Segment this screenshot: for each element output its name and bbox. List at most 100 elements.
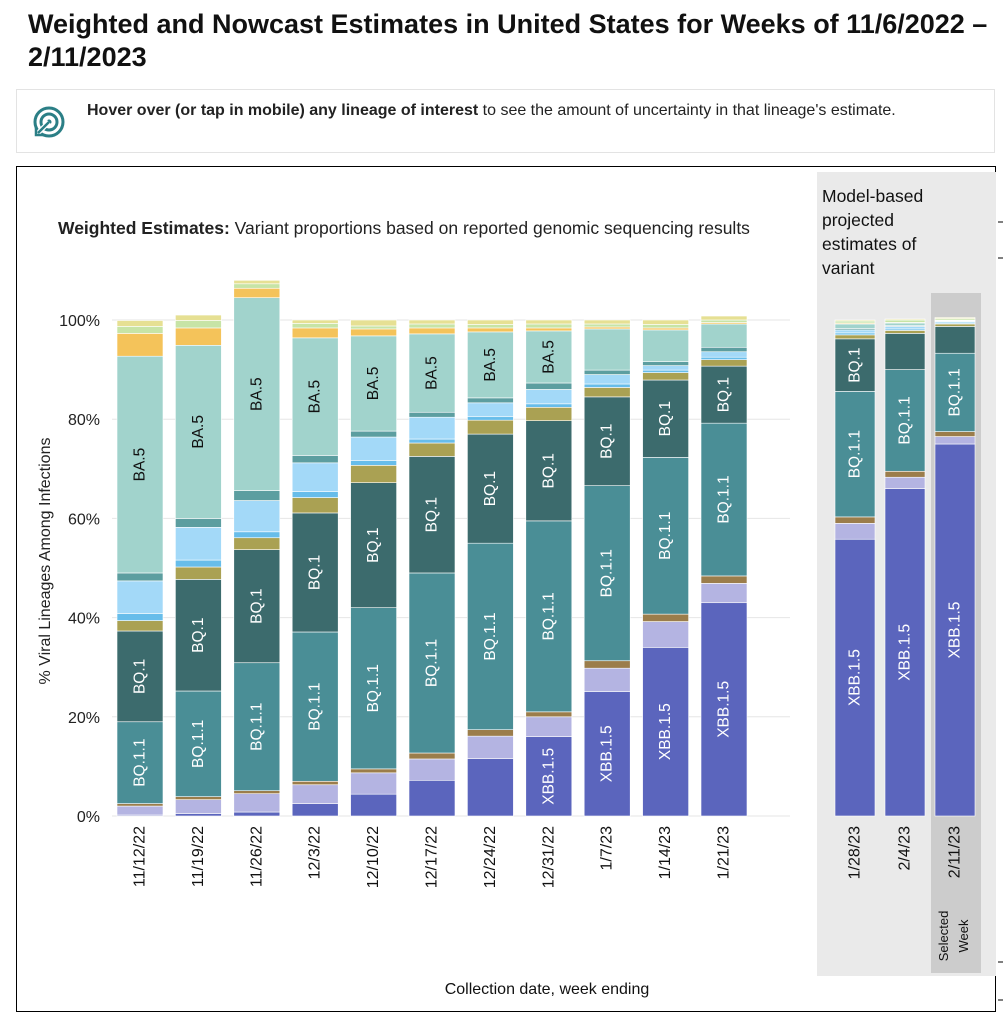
weighted-bar-11-19-22-ba-2-75-2[interactable] [175, 796, 222, 800]
weighted-bar-12-3-22-ch-1-1[interactable] [291, 323, 339, 329]
weighted-bar-12-17-22-bq-1-1[interactable] [408, 572, 456, 754]
weighted-bar-12-24-22-bq-1-1[interactable] [467, 542, 514, 730]
weighted-bar-12-17-22-ba-2-75[interactable] [408, 758, 456, 781]
weighted-bar-12-24-22-ba-2-75[interactable] [467, 735, 514, 759]
weighted-bar-1-7-23-ba-4-6[interactable] [583, 369, 631, 375]
weighted-bar-12-31-22-ba-5[interactable] [525, 330, 573, 384]
weighted-bar-1-14-23-bf-11[interactable] [642, 369, 689, 373]
weighted-bar-11-26-22-ba-4-6[interactable] [233, 490, 281, 501]
nowcast-bar-1-28-23-xbb-1-5[interactable] [834, 538, 876, 817]
nowcast-bar-2-11-23-bn-1[interactable] [934, 323, 976, 327]
weighted-bar-11-12-22-ba-4-6[interactable] [116, 572, 164, 582]
weighted-bar-12-10-22-ba-5[interactable] [350, 335, 397, 432]
nowcast-bar-1-28-23-bn-1[interactable] [834, 334, 876, 340]
weighted-bar-12-17-22-bq-1[interactable] [408, 456, 456, 574]
weighted-bar-12-24-22-ch-1-1[interactable] [467, 324, 514, 329]
weighted-bar-12-3-22-ba-5[interactable] [291, 337, 339, 456]
weighted-bar-1-7-23-ch-1-1[interactable] [583, 323, 631, 328]
weighted-bar-12-17-22-ba-2-75-2[interactable] [408, 752, 456, 760]
weighted-bar-11-19-22-ch-1-1[interactable] [175, 320, 222, 329]
weighted-bar-11-12-22-bf-11[interactable] [116, 613, 164, 621]
weighted-bar-12-10-22-bf-11[interactable] [350, 460, 397, 466]
nowcast-bar-1-28-23-ba-2-75-2[interactable] [834, 516, 876, 524]
nowcast-bar-1-28-23-ba-5[interactable] [834, 323, 876, 329]
nowcast-bar-2-11-23-other[interactable] [934, 317, 976, 319]
nowcast-bar-2-4-23-ch-1-1[interactable] [884, 319, 926, 323]
weighted-bar-11-12-22-ch-1-1[interactable] [116, 326, 164, 334]
weighted-bar-12-17-22-ch-1-1[interactable] [408, 323, 456, 329]
nowcast-bar-2-11-23-ba-2-75-2[interactable] [934, 431, 976, 437]
weighted-bar-12-17-22-bn-1[interactable] [408, 442, 456, 457]
weighted-bar-12-3-22-bq-1-1[interactable] [291, 631, 339, 782]
weighted-bar-1-7-23-bf-7[interactable] [583, 374, 631, 385]
weighted-bar-12-10-22-ch-1-1[interactable] [350, 325, 397, 330]
weighted-bar-11-26-22-bn-1[interactable] [233, 537, 281, 550]
weighted-bar-12-3-22-bf-11[interactable] [291, 491, 339, 498]
nowcast-bar-2-4-23-xbb-1-5[interactable] [884, 488, 926, 817]
weighted-bar-1-14-23-xbb-1-5[interactable] [642, 647, 689, 817]
weighted-bar-12-3-22-bq-1[interactable] [291, 512, 339, 633]
weighted-bar-12-31-22-ba-4-6[interactable] [525, 382, 573, 390]
weighted-bar-1-14-23-ba-4-6[interactable] [642, 361, 689, 366]
weighted-bar-11-26-22-bq-1-1[interactable] [233, 662, 281, 792]
weighted-bar-11-26-22-other[interactable] [233, 280, 281, 285]
weighted-bar-1-14-23-ch-1-1[interactable] [642, 324, 689, 329]
weighted-bar-11-12-22-bf-7[interactable] [116, 580, 164, 614]
weighted-bar-11-26-22-ba-5-2-6[interactable] [233, 287, 281, 298]
weighted-bar-11-19-22-ba-2-75[interactable] [175, 799, 222, 814]
weighted-bar-12-31-22-ba-5-2-6[interactable] [525, 327, 573, 332]
weighted-bar-1-7-23-bn-1[interactable] [583, 387, 631, 398]
weighted-bar-12-24-22-xbb-1-5[interactable] [467, 758, 514, 817]
nowcast-bar-1-28-23-bq-1[interactable] [834, 338, 876, 392]
nowcast-bar-2-4-23-ba-5[interactable] [884, 322, 926, 326]
weighted-bar-1-21-23-bq-1[interactable] [700, 365, 748, 424]
weighted-bar-12-10-22-ba-2-75-2[interactable] [350, 768, 397, 774]
weighted-bar-11-19-22-bf-7[interactable] [175, 527, 222, 561]
weighted-bar-1-14-23-ba-2-75[interactable] [642, 621, 689, 648]
weighted-bar-11-12-22-bn-1[interactable] [116, 620, 164, 632]
nowcast-bar-2-11-23-xbb-1-5[interactable] [934, 443, 976, 817]
weighted-bar-1-14-23-bq-1[interactable] [642, 379, 689, 458]
weighted-bar-12-24-22-bq-1[interactable] [467, 433, 514, 544]
weighted-bar-1-14-23-ba-5[interactable] [642, 329, 689, 362]
nowcast-bar-2-4-23-bq-1[interactable] [884, 333, 926, 370]
weighted-bar-1-21-23-bq-1-1[interactable] [700, 422, 748, 577]
nowcast-bar-2-11-23-ba-2-75[interactable] [934, 436, 976, 445]
weighted-bar-12-24-22-ba-5-2-6[interactable] [467, 327, 514, 333]
weighted-bar-12-3-22-ba-4-6[interactable] [291, 455, 339, 464]
weighted-bar-1-21-23-bf-7[interactable] [700, 351, 748, 358]
weighted-bar-1-14-23-bq-1-1[interactable] [642, 457, 689, 615]
weighted-bar-12-31-22-ch-1-1[interactable] [525, 323, 573, 329]
weighted-bar-1-21-23-ba-2-75-2[interactable] [700, 575, 748, 584]
weighted-bar-11-26-22-bf-7[interactable] [233, 500, 281, 533]
nowcast-bar-2-11-23-bq-1-1[interactable] [934, 352, 976, 432]
weighted-bar-11-12-22-bq-1[interactable] [116, 630, 164, 723]
weighted-bar-12-3-22-ba-5-2-6[interactable] [291, 327, 339, 339]
nowcast-bar-1-28-23-bq-1-1[interactable] [834, 391, 876, 518]
weighted-bar-12-31-22-bf-11[interactable] [525, 403, 573, 408]
weighted-bar-1-21-23-other[interactable] [700, 315, 748, 321]
weighted-bar-12-31-22-other[interactable] [525, 319, 573, 325]
nowcast-bar-2-11-23-bq-1[interactable] [934, 326, 976, 354]
weighted-bar-1-7-23-ba-2-75[interactable] [583, 667, 631, 692]
weighted-bar-12-10-22-other[interactable] [350, 319, 397, 327]
weighted-bar-1-21-23-ba-2-75[interactable] [700, 583, 748, 604]
weighted-bar-12-10-22-ba-4-6[interactable] [350, 430, 397, 438]
weighted-bar-11-19-22-bf-11[interactable] [175, 559, 222, 568]
weighted-bar-11-12-22-ba-2-75-2[interactable] [116, 803, 164, 807]
weighted-bar-12-17-22-bf-7[interactable] [408, 416, 456, 440]
weighted-bar-12-24-22-ba-4-6[interactable] [467, 397, 514, 404]
weighted-bar-11-26-22-xbb-1-5[interactable] [233, 811, 281, 817]
weighted-bar-11-12-22-bq-1-1[interactable] [116, 721, 164, 804]
weighted-bar-12-17-22-ba-5-2-6[interactable] [408, 327, 456, 335]
weighted-bar-1-14-23-bf-7[interactable] [642, 365, 689, 371]
weighted-bar-11-19-22-ba-5-2-6[interactable] [175, 327, 222, 346]
weighted-bar-12-3-22-ba-2-75[interactable] [291, 784, 339, 804]
weighted-bar-11-12-22-ba-5[interactable] [116, 355, 164, 574]
weighted-bar-11-19-22-xbb-1-5[interactable] [175, 813, 222, 817]
weighted-bar-12-24-22-ba-2-75-2[interactable] [467, 729, 514, 737]
weighted-bar-12-31-22-bq-1-1[interactable] [525, 520, 573, 713]
nowcast-bar-2-4-23-ba-2-75[interactable] [884, 476, 926, 489]
weighted-bar-12-3-22-ba-2-75-2[interactable] [291, 780, 339, 786]
weighted-bar-1-14-23-bn-1[interactable] [642, 372, 689, 381]
